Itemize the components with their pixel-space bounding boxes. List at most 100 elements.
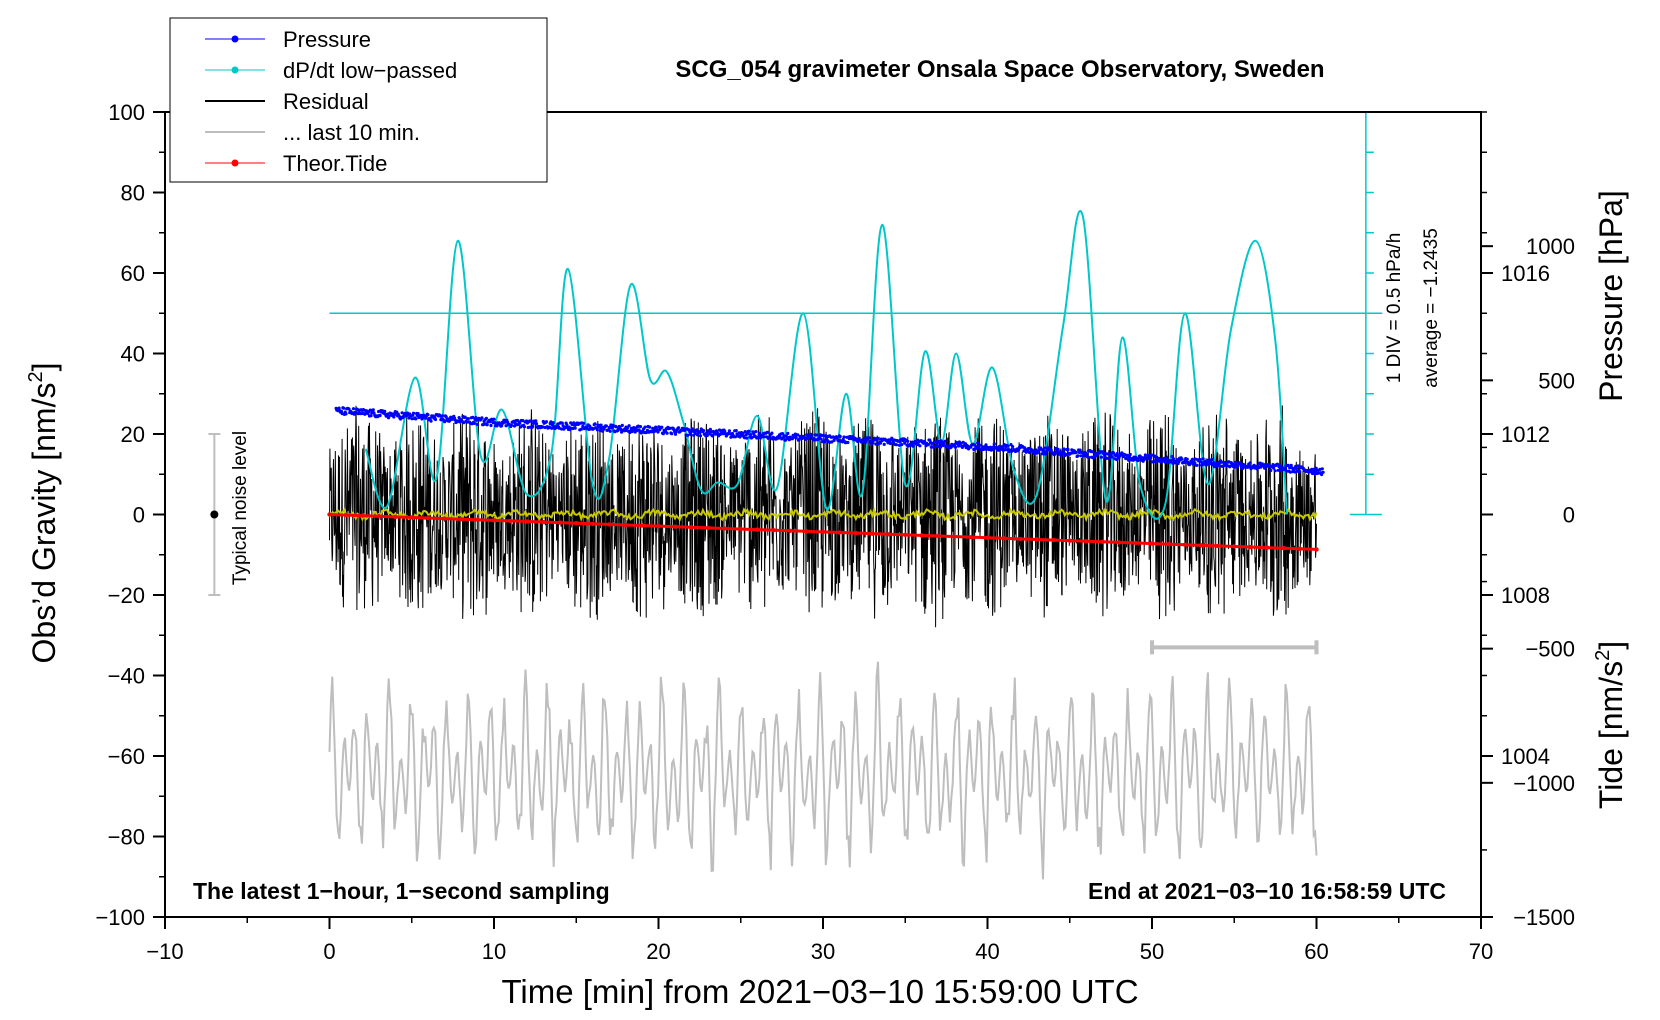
pressure-tick-label: 1016 — [1501, 261, 1550, 286]
chart-title: SCG_054 gravimeter Onsala Space Observat… — [675, 56, 1324, 83]
pressure-point — [1190, 457, 1195, 461]
tide-point — [1100, 539, 1105, 544]
pressure-point — [1115, 452, 1119, 456]
pressure-point — [648, 425, 652, 429]
pressure-point — [1239, 464, 1243, 468]
pressure-point — [842, 435, 846, 439]
x-axis-label: Time [min] from 2021−03−10 15:59:00 UTC — [501, 973, 1138, 1010]
pressure-point — [1286, 463, 1290, 467]
y-tick-label: −100 — [95, 905, 145, 930]
pressure-tick-label: 1004 — [1501, 744, 1550, 769]
pressure-point — [867, 436, 871, 440]
pressure-point — [551, 421, 555, 425]
pressure-point — [1040, 452, 1044, 456]
pressure-point — [638, 425, 643, 429]
x-tick-label: 10 — [482, 939, 506, 964]
pressure-point — [1111, 451, 1116, 455]
tide-point — [590, 521, 595, 526]
pressure-point — [1285, 469, 1289, 473]
tide-point — [787, 528, 793, 533]
pressure-point — [608, 429, 612, 433]
pressure-point — [462, 421, 466, 425]
dpdt-average-label: average = −1.2435 — [1421, 228, 1442, 388]
pressure-point — [599, 423, 603, 427]
tide-point — [935, 533, 941, 539]
pressure-point — [1241, 466, 1245, 471]
y-axis-label-left-main: Obs’d Gravity [nm/s — [26, 383, 62, 664]
pressure-point — [1154, 455, 1158, 459]
tide-tick-label: 500 — [1538, 368, 1575, 393]
pressure-point — [627, 424, 631, 428]
pressure-point — [762, 435, 766, 439]
tide-tick-label: −1000 — [1513, 771, 1575, 796]
tide-point — [656, 523, 661, 529]
tide-point — [475, 517, 480, 522]
tide-point — [1116, 540, 1122, 545]
pressure-point — [368, 408, 372, 412]
pressure-point — [1278, 464, 1282, 468]
x-tick-label: 50 — [1140, 939, 1164, 964]
pressure-point — [1128, 452, 1132, 457]
pressure-point — [673, 432, 678, 436]
dpdt-div-label: 1 DIV = 0.5 hPa/h — [1384, 233, 1405, 384]
pressure-point — [1219, 460, 1223, 464]
pressure-point — [1269, 468, 1273, 473]
pressure-point — [1238, 461, 1242, 465]
tide-axis-label: Tide [nm/s2] — [1592, 641, 1629, 809]
pressure-point — [841, 437, 845, 442]
tide-point — [771, 528, 776, 533]
pressure-point — [1289, 463, 1293, 467]
y-tick-label: 20 — [121, 422, 145, 447]
tide-point — [508, 518, 513, 524]
annotation-sampling: The latest 1−hour, 1−second sampling — [193, 878, 610, 904]
noise-level-label: Typical noise level — [230, 431, 251, 585]
tide-point — [952, 534, 957, 539]
pressure-point — [819, 437, 823, 441]
pressure-point — [1205, 462, 1209, 466]
pressure-point — [1042, 446, 1046, 450]
pressure-tick-label: 1008 — [1501, 583, 1550, 608]
pressure-point — [1138, 454, 1142, 458]
pressure-point — [752, 432, 756, 436]
tide-point — [903, 532, 908, 537]
pressure-point — [961, 440, 965, 444]
pressure-point — [419, 413, 423, 417]
tide-series — [327, 512, 1319, 552]
tide-point — [1051, 537, 1056, 543]
pressure-point — [1217, 463, 1221, 467]
pressure-point — [337, 406, 341, 410]
pressure-point — [676, 426, 681, 430]
pressure-point — [471, 415, 475, 419]
pressure-point — [416, 412, 420, 416]
pressure-point — [595, 428, 599, 432]
pressure-point — [888, 441, 892, 446]
pressure-point — [1279, 469, 1283, 473]
tide-point — [409, 515, 414, 520]
pressure-point — [1170, 454, 1174, 459]
pressure-point — [475, 422, 479, 426]
pressure-point — [429, 419, 433, 423]
legend-label-pressure: Pressure — [283, 27, 371, 52]
pressure-point — [1099, 455, 1103, 459]
pressure-point — [903, 441, 907, 445]
tide-point — [1018, 536, 1023, 542]
pressure-point — [1127, 455, 1132, 459]
pressure-point — [1203, 459, 1207, 463]
pressure-point — [342, 406, 346, 410]
y-tick-label: 40 — [121, 342, 145, 367]
y-tick-label: −60 — [108, 744, 145, 769]
pressure-point — [708, 427, 713, 431]
pressure-point — [1066, 447, 1070, 452]
tide-point — [837, 530, 842, 535]
pressure-point — [670, 432, 674, 436]
pressure-point — [1162, 456, 1166, 460]
pressure-point — [480, 416, 484, 420]
tide-point — [1215, 543, 1221, 549]
pressure-point — [1108, 457, 1112, 461]
tide-tick-label: −500 — [1525, 637, 1575, 662]
pressure-point — [356, 412, 360, 416]
tide-point — [1281, 546, 1286, 551]
pressure-point — [1006, 444, 1010, 448]
pressure-point — [1195, 463, 1199, 467]
tide-point — [804, 529, 809, 534]
